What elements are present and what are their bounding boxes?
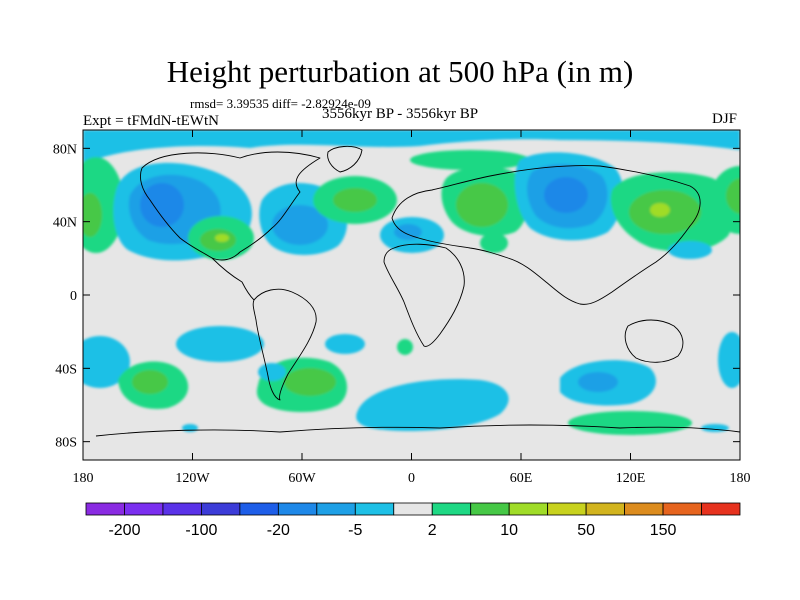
season-label: DJF xyxy=(712,111,738,127)
colorbar-label: -20 xyxy=(267,522,290,539)
lon-tick-label: 120E xyxy=(616,471,646,486)
coast-central-america xyxy=(211,257,255,301)
anomaly-negative-west-pacific xyxy=(668,241,712,259)
anomaly-positive-south-america-core xyxy=(284,368,336,396)
anomaly-negative-indian-ocean-core xyxy=(578,372,618,392)
colorbar-label: 50 xyxy=(577,522,595,539)
anomaly-positive-pacific-west-core xyxy=(83,193,102,237)
coast-australia xyxy=(624,319,684,363)
coast-africa xyxy=(383,243,465,347)
coast-antarctica xyxy=(95,424,740,437)
period-label: 3556kyr BP - 3556kyr BP xyxy=(322,106,479,122)
anomaly-negative-southern-ocean-atlantic xyxy=(356,379,509,432)
colorbar-box xyxy=(585,502,625,516)
anomaly-positive-west-asia-core xyxy=(456,183,508,227)
colorbar-box xyxy=(470,502,510,516)
colorbar-box xyxy=(85,502,125,516)
colorbar-box xyxy=(662,502,702,516)
lon-tick-label: 120W xyxy=(175,471,210,486)
colorbar-box xyxy=(201,502,241,516)
colorbar-label: 150 xyxy=(650,522,677,539)
colorbar-label: -200 xyxy=(108,522,140,539)
lat-tick-label: 0 xyxy=(70,289,77,304)
lat-tick-label: 80S xyxy=(55,436,77,451)
colorbar-label: 2 xyxy=(428,522,437,539)
anomaly-negative-east-pacific xyxy=(176,326,264,362)
anomaly-arctic-band xyxy=(83,130,740,165)
anomaly-negative-central-asia-core xyxy=(544,177,588,213)
colorbar-box xyxy=(239,502,279,516)
colorbar-box xyxy=(162,502,202,516)
anomaly-positive-central-us-peak xyxy=(215,234,229,242)
colorbar-label: -100 xyxy=(185,522,217,539)
anomaly-negative-north-america-core xyxy=(140,183,184,227)
experiment-label: Expt = tFMdN-tEWtN xyxy=(83,113,219,129)
anomaly-negative-south-atlantic xyxy=(325,334,365,354)
plot-title: Height perturbation at 500 hPa (in m) xyxy=(166,54,634,89)
colorbar-box xyxy=(508,502,549,516)
anomaly-negative-east-australia xyxy=(718,332,740,388)
colorbar-box xyxy=(701,502,741,516)
anomaly-positive-arabia xyxy=(480,233,508,253)
anomaly-negative-south-america-west xyxy=(258,363,286,381)
coast-eurasia xyxy=(391,165,701,305)
lon-tick-label: 60W xyxy=(288,471,316,486)
colorbar: -200 -100 -20 -5 2 10 50 150 xyxy=(85,502,741,539)
lat-axis: 80N 40N 0 40S 80S xyxy=(53,142,740,451)
field-layer xyxy=(83,130,740,460)
lon-axis: 180 120W 60W 0 60E 120E 180 xyxy=(73,130,751,486)
lat-tick-label: 40N xyxy=(53,216,77,231)
colorbar-label: -5 xyxy=(348,522,362,539)
colorbar-box xyxy=(124,502,164,516)
colorbar-box xyxy=(547,502,587,516)
anomaly-negative-south-pacific-west xyxy=(83,336,130,388)
stats-label: rmsd= 3.39535 diff= -2.82924e-09 xyxy=(190,96,371,111)
anomaly-positive-north-atlantic-core xyxy=(333,188,377,212)
coast-north-america xyxy=(139,151,321,261)
anomaly-positive-antarctic-indian xyxy=(568,411,692,435)
anomaly-positive-arctic-europe xyxy=(410,150,530,170)
colorbar-box xyxy=(393,502,433,516)
anomaly-positive-east-asia-peak xyxy=(650,203,670,217)
coast-south-america xyxy=(252,288,317,401)
colorbar-box xyxy=(277,502,318,516)
lon-tick-label: 180 xyxy=(73,471,94,486)
anomaly-positive-date-line-core xyxy=(726,178,740,214)
anomaly-negative-antarctic-pacific xyxy=(182,424,198,432)
colorbar-box xyxy=(316,502,356,516)
colorbar-box xyxy=(624,502,664,516)
anomaly-negative-antarctic-east xyxy=(701,424,729,432)
coastlines xyxy=(95,145,740,437)
anomaly-negative-europe-core xyxy=(394,224,422,240)
lon-tick-label: 180 xyxy=(730,471,751,486)
anomaly-positive-south-pacific-core xyxy=(132,370,168,394)
colorbar-box xyxy=(354,502,395,516)
coast-greenland xyxy=(327,145,363,173)
colorbar-box xyxy=(431,502,472,516)
lon-tick-label: 60E xyxy=(510,471,533,486)
anomaly-positive-south-atlantic-small xyxy=(397,339,413,355)
anomaly-negative-east-canada-core xyxy=(272,205,328,245)
lat-tick-label: 80N xyxy=(53,142,77,157)
colorbar-label: 10 xyxy=(500,522,518,539)
lon-tick-label: 0 xyxy=(408,471,415,486)
lat-tick-label: 40S xyxy=(55,362,77,377)
